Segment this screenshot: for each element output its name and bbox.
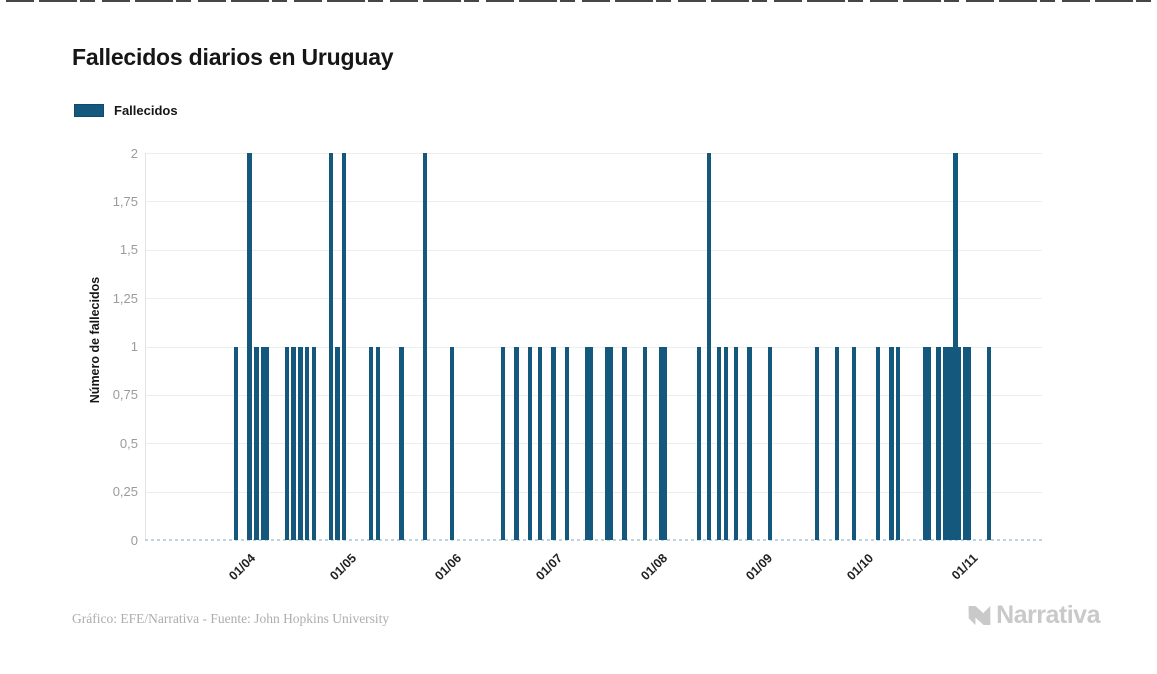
bar[interactable]	[662, 346, 668, 540]
x-axis-baseline	[145, 538, 1042, 541]
bar[interactable]	[311, 346, 317, 540]
x-tick-label: 01/11	[949, 551, 981, 583]
bar[interactable]	[706, 153, 712, 540]
x-tick-label: 01/08	[638, 551, 671, 584]
bar[interactable]	[889, 346, 894, 540]
bar[interactable]	[747, 346, 752, 540]
bar[interactable]	[527, 346, 533, 540]
bar[interactable]	[926, 346, 931, 540]
gridline	[145, 249, 1042, 251]
bar[interactable]	[423, 153, 428, 540]
x-tick-label: 01/10	[844, 551, 877, 584]
x-tick-label: 01/06	[432, 551, 465, 584]
bar[interactable]	[564, 346, 570, 540]
x-tick-label: 01/07	[533, 551, 566, 584]
bar[interactable]	[537, 346, 543, 540]
y-tick-label: 1,5	[119, 242, 138, 258]
y-axis-line	[145, 153, 146, 540]
gridline	[145, 153, 1042, 154]
bar[interactable]	[642, 346, 647, 540]
x-tick-label: 01/09	[742, 551, 775, 584]
legend-item-fallecidos[interactable]: Fallecidos	[74, 103, 178, 118]
bar[interactable]	[946, 346, 951, 540]
bar[interactable]	[233, 346, 239, 540]
bar[interactable]	[247, 153, 252, 540]
bar[interactable]	[835, 346, 840, 540]
bar[interactable]	[936, 346, 941, 540]
y-tick-label: 1,25	[112, 290, 138, 306]
gridline	[145, 201, 1042, 203]
bar[interactable]	[956, 346, 962, 540]
bar[interactable]	[605, 346, 610, 540]
page-title: Fallecidos diarios en Uruguay	[72, 44, 394, 70]
bar[interactable]	[399, 346, 404, 540]
gridline	[145, 394, 1042, 396]
narrativa-wordmark: Narrativa	[996, 601, 1100, 629]
gridline	[145, 443, 1042, 445]
y-tick-label: 1,75	[112, 193, 138, 209]
legend-label: Fallecidos	[114, 103, 178, 118]
bar[interactable]	[588, 346, 593, 540]
source-credit: Gráfico: EFE/Narrativa - Fuente: John Ho…	[72, 611, 390, 626]
narrativa-n-icon	[968, 606, 991, 625]
bar[interactable]	[585, 346, 590, 540]
bar[interactable]	[284, 346, 290, 540]
bar[interactable]	[723, 346, 729, 540]
bar[interactable]	[254, 346, 259, 540]
y-tick-label: 2	[130, 145, 138, 161]
bar[interactable]	[514, 346, 519, 540]
bar[interactable]	[851, 346, 857, 540]
bar[interactable]	[814, 346, 820, 540]
bar[interactable]	[291, 346, 296, 540]
top-edge-artifact	[6, 0, 1151, 2]
bar[interactable]	[949, 346, 955, 540]
bar[interactable]	[335, 346, 340, 540]
bar[interactable]	[304, 346, 310, 540]
bar[interactable]	[696, 346, 702, 540]
y-tick-label: 0,75	[112, 387, 138, 403]
bar[interactable]	[298, 346, 303, 540]
gridline	[145, 298, 1042, 300]
bar[interactable]	[953, 153, 958, 540]
bar[interactable]	[622, 346, 627, 540]
bar[interactable]	[963, 346, 968, 540]
bar[interactable]	[943, 346, 948, 540]
x-tick-label: 01/04	[226, 551, 259, 584]
gridline	[145, 491, 1042, 493]
bar[interactable]	[342, 153, 347, 540]
bar[interactable]	[875, 346, 880, 540]
gridline	[145, 346, 1042, 348]
bar[interactable]	[716, 346, 722, 540]
bar[interactable]	[733, 346, 739, 540]
y-tick-label: 0,25	[112, 484, 138, 500]
bar[interactable]	[328, 153, 333, 540]
bar[interactable]	[922, 346, 928, 540]
narrativa-logo: Narrativa	[966, 601, 1100, 630]
bar[interactable]	[450, 346, 455, 540]
bar[interactable]	[659, 346, 664, 540]
x-tick-label: 01/05	[327, 551, 360, 584]
bar[interactable]	[264, 346, 269, 540]
bar[interactable]	[500, 346, 506, 540]
bar[interactable]	[369, 346, 374, 540]
bar[interactable]	[375, 346, 381, 540]
legend-swatch	[74, 104, 104, 117]
bar[interactable]	[608, 346, 614, 540]
y-tick-label: 0	[130, 532, 138, 548]
y-tick-label: 1	[130, 339, 138, 354]
y-tick-label: 0,5	[119, 435, 138, 451]
bar[interactable]	[966, 346, 972, 540]
bar[interactable]	[260, 346, 266, 540]
bar[interactable]	[895, 346, 901, 540]
bar[interactable]	[767, 346, 772, 540]
bar[interactable]	[551, 346, 556, 540]
bar[interactable]	[987, 346, 992, 540]
